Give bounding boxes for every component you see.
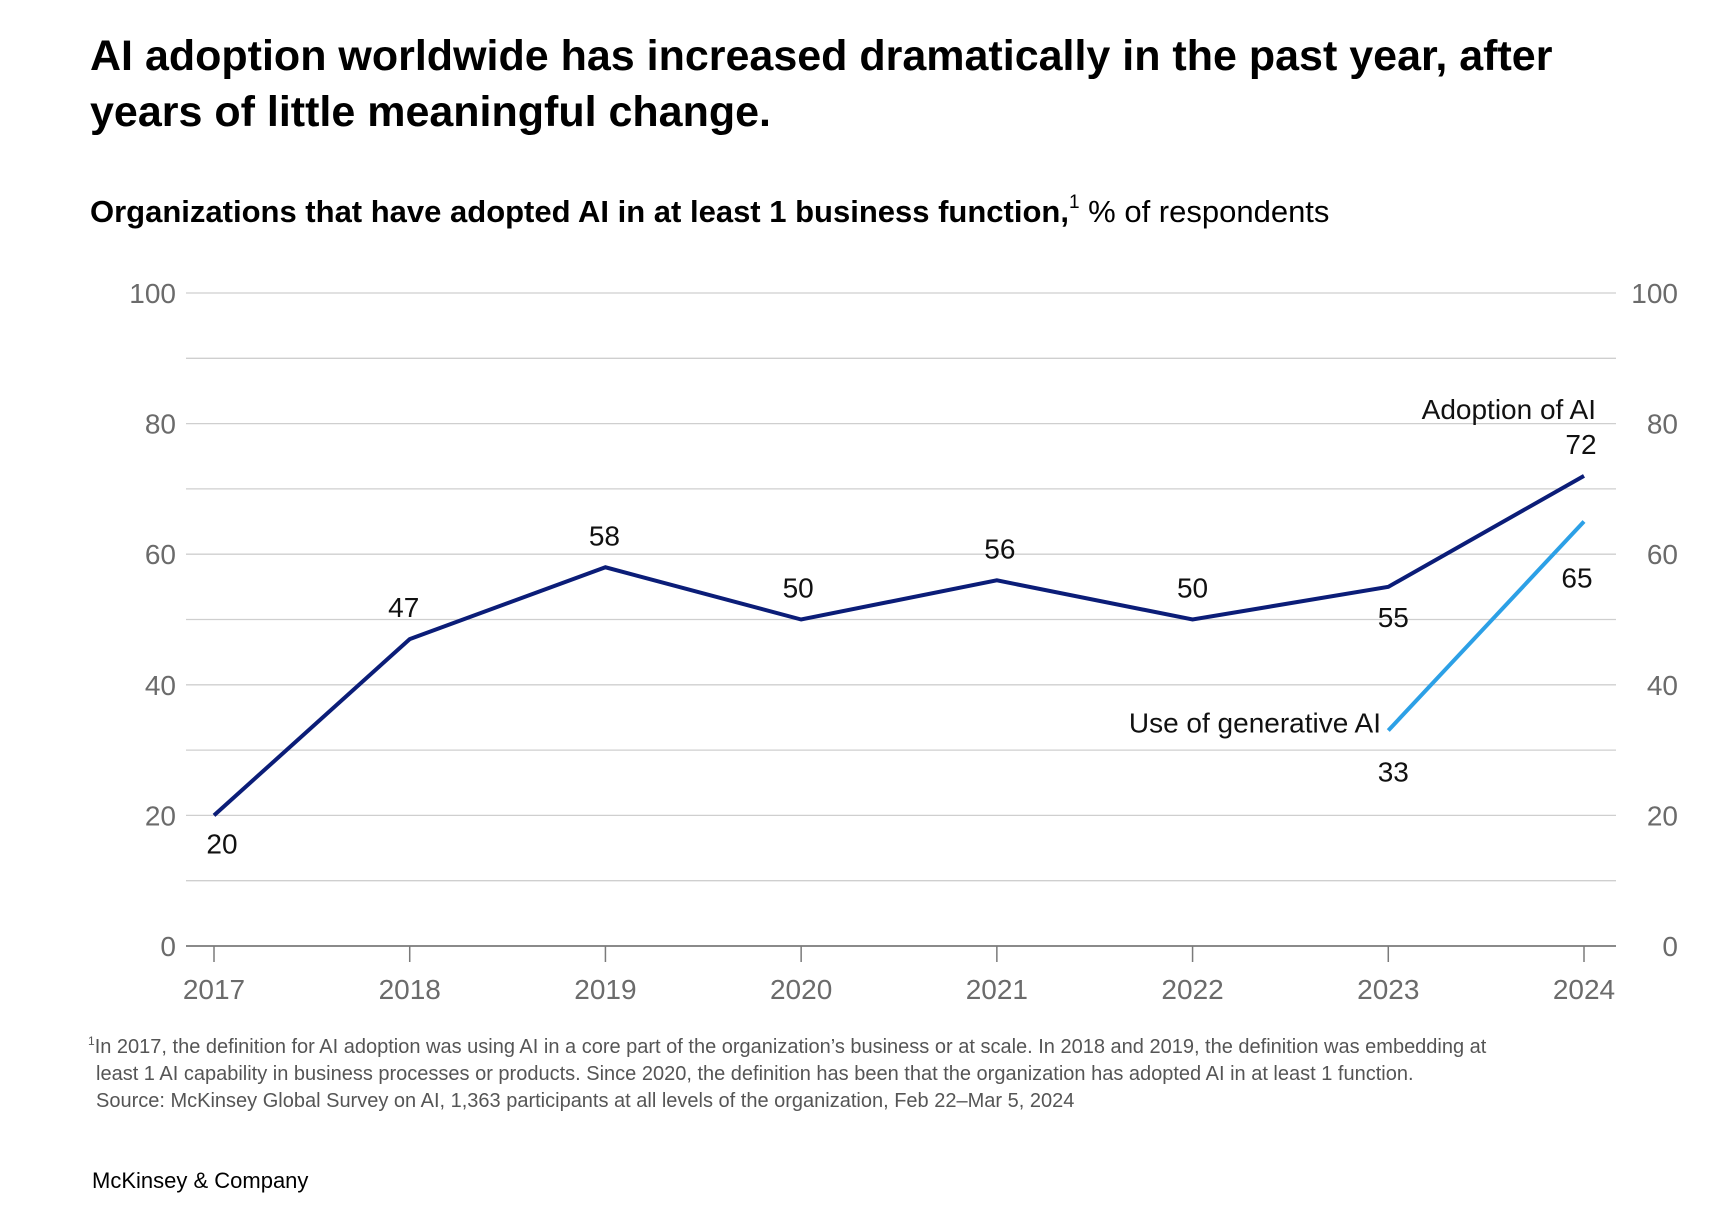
x-tick-label-2021: 2021	[966, 974, 1028, 1005]
data-label-genai-2024: 65	[1561, 563, 1592, 594]
data-label-adoption-2022: 50	[1177, 573, 1208, 604]
data-label-adoption-2018: 47	[388, 592, 419, 623]
y-tick-label-right-40: 40	[1647, 670, 1678, 701]
y-tick-label-right-20: 20	[1647, 800, 1678, 831]
data-label-adoption-2021: 56	[984, 533, 1015, 564]
footnote: 1In 2017, the definition for AI adoption…	[88, 1034, 1688, 1115]
x-tick-label-2019: 2019	[574, 974, 636, 1005]
data-label-adoption-2019: 58	[589, 520, 620, 551]
x-tick-label-2018: 2018	[379, 974, 441, 1005]
series-label-generative-ai: Use of generative AI	[1129, 708, 1381, 739]
y-tick-label-left-60: 60	[145, 539, 176, 570]
chart-subtitle-unit: % of respondents	[1088, 194, 1330, 229]
series-line-generative-ai	[1386, 520, 1586, 732]
y-tick-label-left-20: 20	[145, 800, 176, 831]
data-label-adoption-2023: 55	[1378, 602, 1409, 633]
x-tick-label-2017: 2017	[183, 974, 245, 1005]
y-tick-label-right-100: 100	[1631, 278, 1678, 309]
source-line: Source: McKinsey Global Survey on AI, 1,…	[96, 1090, 1075, 1112]
series-label-adoption-of-ai: Adoption of AI	[1422, 394, 1596, 425]
y-tick-label-left-80: 80	[145, 409, 176, 440]
y-tick-label-left-0: 0	[160, 931, 176, 962]
y-tick-label-left-100: 100	[129, 278, 176, 309]
brand-logo-text: McKinsey & Company	[92, 1168, 309, 1193]
y-tick-label-left-40: 40	[145, 670, 176, 701]
x-tick-label-2020: 2020	[770, 974, 832, 1005]
y-tick-label-right-0: 0	[1662, 931, 1678, 962]
series-line-adoption-of-ai	[212, 474, 1585, 817]
x-tick-label-2023: 2023	[1357, 974, 1419, 1005]
x-tick-label-2024: 2024	[1553, 974, 1615, 1005]
data-label-genai-2023: 33	[1378, 757, 1409, 788]
footnote-text-1: In 2017, the definition for AI adoption …	[94, 1036, 1487, 1058]
y-tick-label-right-60: 60	[1647, 539, 1678, 570]
footnote-line-2: least 1 AI capability in business proces…	[96, 1063, 1414, 1085]
data-label-adoption-2024: 72	[1565, 429, 1596, 460]
footnote-line-1: 1In 2017, the definition for AI adoption…	[88, 1034, 1688, 1061]
chart-subtitle: Organizations that have adopted AI in at…	[90, 192, 1329, 232]
subtitle-footnote-marker: 1	[1068, 192, 1080, 213]
chart-subtitle-main: Organizations that have adopted AI in at…	[90, 194, 1069, 229]
data-label-adoption-2017: 20	[206, 828, 237, 859]
headline: AI adoption worldwide has increased dram…	[90, 32, 1553, 136]
y-tick-label-right-80: 80	[1647, 409, 1678, 440]
x-tick-label-2022: 2022	[1161, 974, 1223, 1005]
footnote-marker: 1	[88, 1034, 95, 1048]
data-label-adoption-2020: 50	[783, 573, 814, 604]
